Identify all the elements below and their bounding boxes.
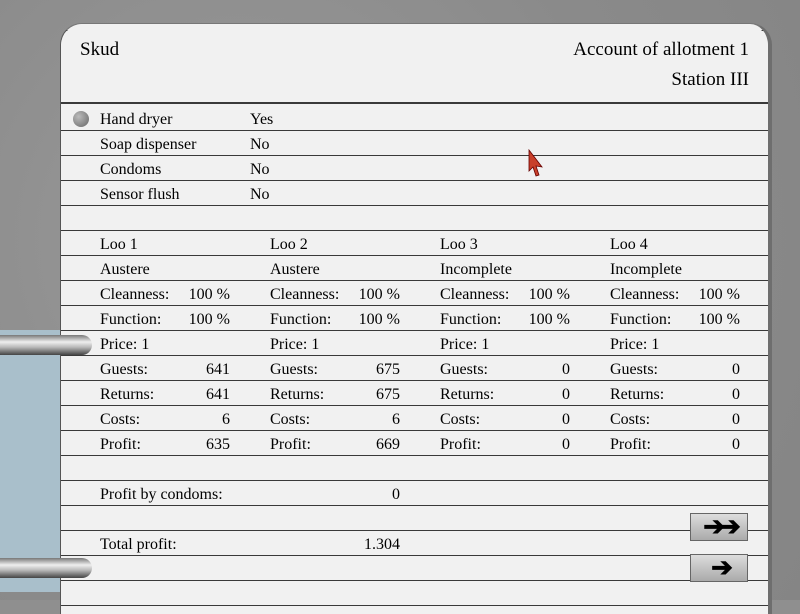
guests-value: 641 bbox=[206, 361, 230, 378]
costs-value: 6 bbox=[222, 411, 230, 428]
station-label: Station III bbox=[671, 69, 749, 90]
loo-name: Loo 1 bbox=[100, 236, 138, 253]
guests-label: Guests: bbox=[610, 361, 658, 378]
returns-value: 0 bbox=[562, 386, 570, 403]
loo-price[interactable]: Price: 1 bbox=[610, 336, 660, 353]
loo-price[interactable]: Price: 1 bbox=[270, 336, 320, 353]
arrow-right-icon: ➔ bbox=[711, 553, 733, 582]
cleanness-label: Cleanness: bbox=[100, 286, 170, 303]
double-arrow-icon: ➔➔ bbox=[703, 512, 740, 541]
costs-label: Costs: bbox=[610, 411, 651, 428]
profit-value: 635 bbox=[206, 436, 230, 453]
costs-value: 0 bbox=[732, 411, 740, 428]
feature-value[interactable]: No bbox=[250, 136, 270, 153]
feature-label: Hand dryer bbox=[100, 111, 173, 128]
function-value: 100 % bbox=[188, 311, 230, 328]
loo-price[interactable]: Price: 1 bbox=[100, 336, 150, 353]
costs-value: 6 bbox=[392, 411, 400, 428]
binder-backing bbox=[0, 330, 62, 592]
returns-label: Returns: bbox=[610, 386, 665, 403]
costs-label: Costs: bbox=[100, 411, 141, 428]
guests-value: 675 bbox=[376, 361, 400, 378]
feature-value[interactable]: No bbox=[250, 161, 270, 178]
loo-price[interactable]: Price: 1 bbox=[440, 336, 490, 353]
total-profit-value: 1.304 bbox=[364, 536, 400, 553]
cleanness-label: Cleanness: bbox=[440, 286, 510, 303]
feature-label: Soap dispenser bbox=[100, 136, 197, 153]
loo-name: Loo 2 bbox=[270, 236, 308, 253]
returns-value: 0 bbox=[732, 386, 740, 403]
function-label: Function: bbox=[270, 311, 332, 328]
loo-type: Incomplete bbox=[440, 261, 512, 278]
costs-value: 0 bbox=[562, 411, 570, 428]
returns-value: 675 bbox=[376, 386, 400, 403]
function-value: 100 % bbox=[698, 311, 740, 328]
mouse-cursor-icon bbox=[528, 149, 543, 177]
profit-label: Profit: bbox=[270, 436, 311, 453]
loo-type: Austere bbox=[100, 261, 150, 278]
loo-name: Loo 3 bbox=[440, 236, 478, 253]
feature-value[interactable]: No bbox=[250, 186, 270, 203]
function-value: 100 % bbox=[358, 311, 400, 328]
feature-value[interactable]: Yes bbox=[250, 111, 274, 128]
returns-label: Returns: bbox=[440, 386, 495, 403]
returns-label: Returns: bbox=[100, 386, 155, 403]
function-label: Function: bbox=[100, 311, 162, 328]
selection-bullet-icon[interactable] bbox=[73, 111, 89, 127]
cleanness-value: 100 % bbox=[528, 286, 570, 303]
profit-value: 0 bbox=[732, 436, 740, 453]
next-button[interactable]: ➔ bbox=[690, 553, 748, 582]
total-profit-label: Total profit: bbox=[100, 536, 177, 553]
cleanness-label: Cleanness: bbox=[270, 286, 340, 303]
guests-label: Guests: bbox=[440, 361, 488, 378]
profit-value: 0 bbox=[562, 436, 570, 453]
function-value: 100 % bbox=[528, 311, 570, 328]
function-label: Function: bbox=[440, 311, 502, 328]
loo-type: Austere bbox=[270, 261, 320, 278]
profit-value: 669 bbox=[376, 436, 400, 453]
costs-label: Costs: bbox=[270, 411, 311, 428]
guests-label: Guests: bbox=[270, 361, 318, 378]
profit-label: Profit: bbox=[440, 436, 481, 453]
guests-value: 0 bbox=[562, 361, 570, 378]
cleanness-label: Cleanness: bbox=[610, 286, 680, 303]
account-page bbox=[60, 23, 772, 614]
guests-value: 0 bbox=[732, 361, 740, 378]
condoms-profit-value: 0 bbox=[392, 486, 400, 503]
cleanness-value: 100 % bbox=[698, 286, 740, 303]
player-name: Skud bbox=[80, 39, 120, 60]
binder-ring bbox=[0, 558, 92, 578]
cleanness-value: 100 % bbox=[358, 286, 400, 303]
guests-label: Guests: bbox=[100, 361, 148, 378]
profit-label: Profit: bbox=[610, 436, 651, 453]
cleanness-value: 100 % bbox=[188, 286, 230, 303]
returns-value: 641 bbox=[206, 386, 230, 403]
condoms-profit-label: Profit by condoms: bbox=[100, 486, 223, 503]
returns-label: Returns: bbox=[270, 386, 325, 403]
binder-ring bbox=[0, 335, 92, 355]
costs-label: Costs: bbox=[440, 411, 481, 428]
function-label: Function: bbox=[610, 311, 672, 328]
loo-name: Loo 4 bbox=[610, 236, 648, 253]
profit-label: Profit: bbox=[100, 436, 141, 453]
loo-type: Incomplete bbox=[610, 261, 682, 278]
page-title: Account of allotment 1 bbox=[573, 39, 749, 60]
fast-forward-button[interactable]: ➔➔ bbox=[690, 512, 748, 541]
feature-label: Sensor flush bbox=[100, 186, 180, 203]
divider bbox=[61, 102, 768, 104]
feature-label: Condoms bbox=[100, 161, 162, 178]
